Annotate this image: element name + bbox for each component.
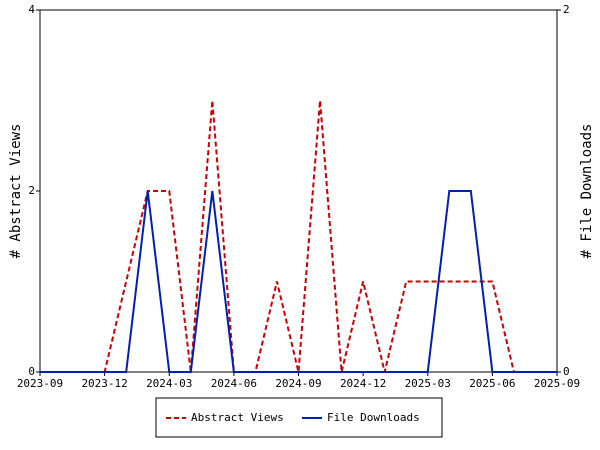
legend-box [155, 397, 443, 438]
x-tick-label: 2024-12 [340, 377, 386, 390]
y2-tick-label: 0 [563, 365, 570, 378]
y-tick-label: 4 [28, 3, 35, 16]
x-tick-label: 2025-03 [405, 377, 451, 390]
x-tick-label: 2025-09 [534, 377, 580, 390]
x-tick-label: 2023-09 [17, 377, 63, 390]
x-tick-label: 2025-06 [469, 377, 515, 390]
y2-tick-label: 2 [563, 3, 570, 16]
x-tick-label: 2023-12 [81, 377, 127, 390]
legend-label: Abstract Views [191, 411, 284, 424]
y-axis-title: # Abstract Views [8, 124, 24, 259]
x-tick-label: 2024-09 [275, 377, 321, 390]
y2-axis-title: # File Downloads [579, 124, 595, 259]
series-line [40, 190, 557, 373]
x-tick-label: 2024-06 [211, 377, 257, 390]
y-tick-label: 2 [28, 184, 35, 197]
series-line [40, 100, 557, 373]
x-tick-label: 2024-03 [146, 377, 192, 390]
y-tick-label: 0 [28, 365, 35, 378]
legend-label: File Downloads [327, 411, 420, 424]
